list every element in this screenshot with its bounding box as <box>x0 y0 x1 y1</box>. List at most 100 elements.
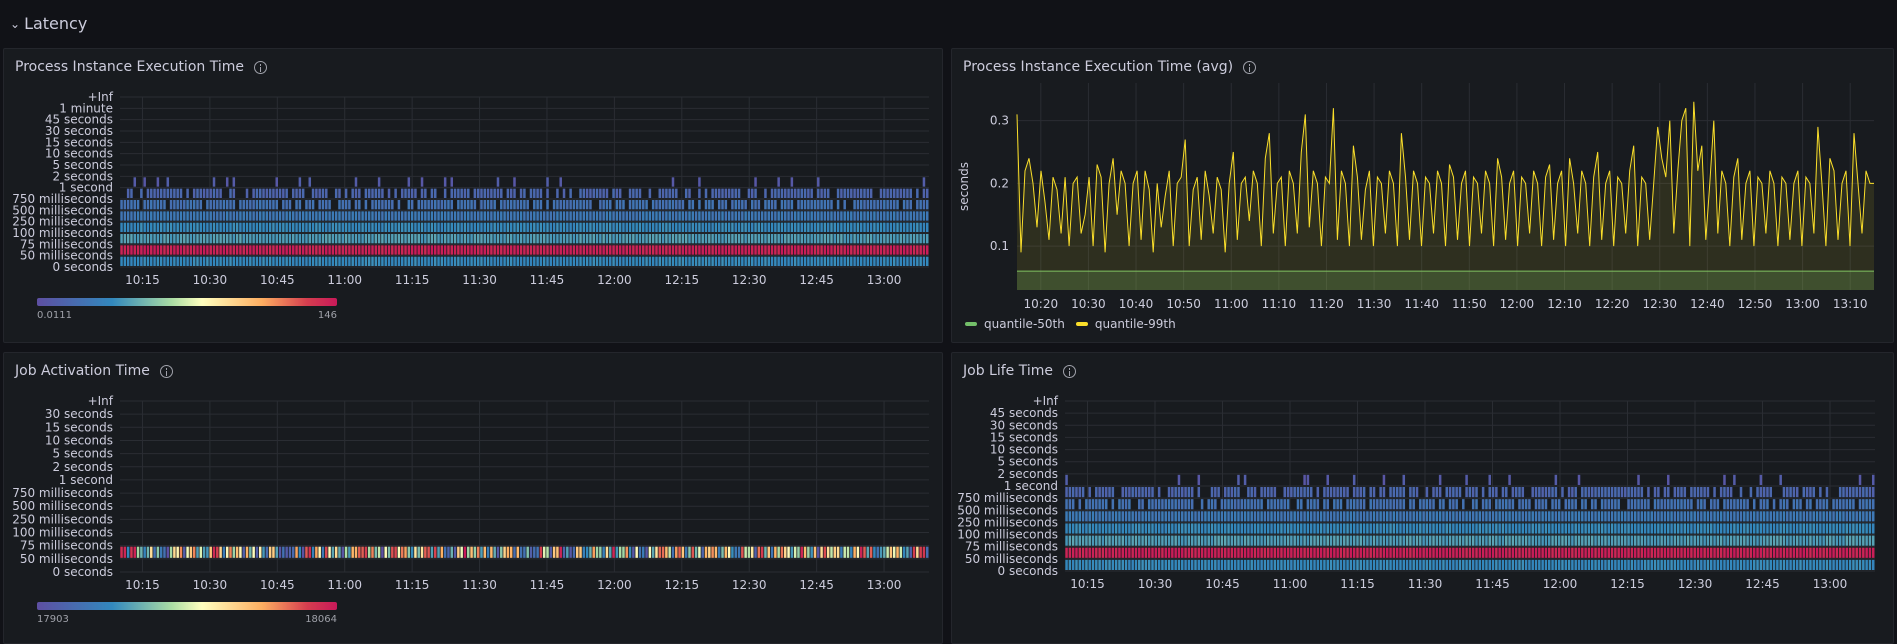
heatmap-cell <box>1233 547 1237 558</box>
heatmap-cell <box>1663 523 1667 534</box>
heatmap-cell <box>1273 523 1277 534</box>
heatmap-cell <box>850 256 853 266</box>
heatmap-cell <box>1498 511 1501 522</box>
heatmap-cell <box>1181 523 1184 534</box>
heatmap-cell <box>546 546 549 558</box>
info-icon[interactable] <box>1062 364 1076 378</box>
chevron-down-icon[interactable]: ⌄ <box>10 17 21 31</box>
heatmap-cell <box>925 188 929 198</box>
heatmap-cell <box>374 211 378 221</box>
heatmap-cell <box>1541 559 1544 570</box>
heatmap-cell <box>645 256 648 266</box>
info-icon[interactable] <box>159 364 173 378</box>
heatmap-cell <box>1167 511 1171 522</box>
heatmap-cell <box>156 245 160 255</box>
heatmap-cell <box>1283 511 1287 522</box>
heatmap-cell <box>618 200 622 210</box>
heatmap-cell <box>1181 535 1184 546</box>
heatmap-cell <box>579 222 582 232</box>
heatmap-cell <box>1630 547 1634 558</box>
heatmap-cell <box>833 234 837 244</box>
heatmap-cell <box>1538 511 1541 522</box>
heatmap-cell <box>1118 547 1121 558</box>
heatmap-cell <box>229 200 232 210</box>
heatmap-cell <box>1333 547 1336 558</box>
heatmap-cell <box>1462 523 1465 534</box>
heatmap-cell <box>480 188 483 198</box>
heatmap-cell <box>1319 559 1323 570</box>
panel-process-instance-execution-time-avg[interactable]: Process Instance Execution Time (avg) 0.… <box>951 48 1894 343</box>
heatmap-cell <box>1104 523 1108 534</box>
heatmap-cell <box>437 200 440 210</box>
heatmap-cell <box>219 256 222 266</box>
heatmap-cell <box>797 256 800 266</box>
heatmap-cell <box>460 234 463 244</box>
legend-item-q99[interactable]: quantile-99th <box>1075 317 1176 331</box>
info-icon[interactable] <box>1243 60 1257 74</box>
heatmap-cell <box>1438 547 1442 558</box>
heatmap-cell <box>1276 523 1280 534</box>
heatmap-cell <box>328 546 331 558</box>
heatmap-cell <box>1485 511 1488 522</box>
heatmap-cell <box>391 256 394 266</box>
x-tick-label: 11:00 <box>327 273 362 287</box>
heatmap-cell <box>206 234 209 244</box>
panel-job-life-time[interactable]: Job Life Time 0 seconds 50 milliseconds 75… <box>951 352 1894 644</box>
heatmap-cell <box>1230 535 1234 546</box>
heatmap-cell <box>1716 523 1720 534</box>
heatmap-cell <box>1243 535 1247 546</box>
heatmap-cell <box>1147 535 1151 546</box>
heatmap-cell <box>916 222 919 232</box>
heatmap-cell <box>1633 559 1637 570</box>
heatmap-cell <box>1283 535 1287 546</box>
heatmap-cell <box>552 245 556 255</box>
heatmap-cell <box>1091 547 1095 558</box>
heatmap-cell <box>1352 523 1356 534</box>
heatmap-cell <box>1326 487 1329 498</box>
heatmap-cell <box>1557 547 1561 558</box>
heatmap-cell <box>820 256 823 266</box>
heatmap-cell <box>1385 499 1389 510</box>
heatmap-cell <box>470 211 473 221</box>
heatmap-cell <box>698 546 701 558</box>
heatmap-cell <box>899 256 903 266</box>
heatmap-cell <box>579 546 582 558</box>
heatmap-cell <box>496 188 500 198</box>
heatmap-cell <box>1124 511 1128 522</box>
heatmap-cell <box>519 222 523 232</box>
heatmap-cell <box>1683 559 1687 570</box>
y-tick-label: 250 milliseconds <box>12 512 113 526</box>
heatmap-cell <box>1194 535 1197 546</box>
heatmap-cell <box>1088 499 1091 510</box>
heatmap-cell <box>1187 547 1191 558</box>
heatmap-cell <box>430 222 434 232</box>
row-header-latency[interactable]: ⌄ Latency <box>0 0 1897 46</box>
legend-item-q50[interactable]: quantile-50th <box>965 317 1065 331</box>
heatmap-cell <box>823 188 827 198</box>
heatmap-cell <box>216 211 219 221</box>
x-tick-label: 10:30 <box>193 578 228 592</box>
heatmap-cell <box>377 200 381 210</box>
heatmap-cell <box>453 546 457 558</box>
heatmap-cell <box>1511 523 1515 534</box>
info-icon[interactable] <box>253 60 267 74</box>
heatmap-cell <box>150 256 153 266</box>
heatmap-cell <box>351 256 354 266</box>
heatmap-cell <box>486 234 490 244</box>
heatmap-cell <box>810 200 813 210</box>
heatmap-cell <box>500 234 503 244</box>
panel-process-instance-execution-time[interactable]: Process Instance Execution Time 0 second… <box>3 48 943 343</box>
heatmap-cell <box>1362 559 1366 570</box>
heatmap-cell <box>1263 511 1267 522</box>
heatmap-cell <box>1567 547 1571 558</box>
heatmap-cell <box>209 222 212 232</box>
heatmap-cell <box>1733 474 1736 485</box>
heatmap-cell <box>536 200 539 210</box>
heatmap-cell <box>338 234 341 244</box>
heatmap-cell <box>1260 535 1263 546</box>
heatmap-cell <box>810 234 813 244</box>
heatmap-cell <box>750 546 754 558</box>
panel-job-activation-time[interactable]: Job Activation Time 0 seconds 50 millisec… <box>3 352 943 644</box>
heatmap-cell <box>476 546 480 558</box>
heatmap-cell <box>1081 559 1085 570</box>
